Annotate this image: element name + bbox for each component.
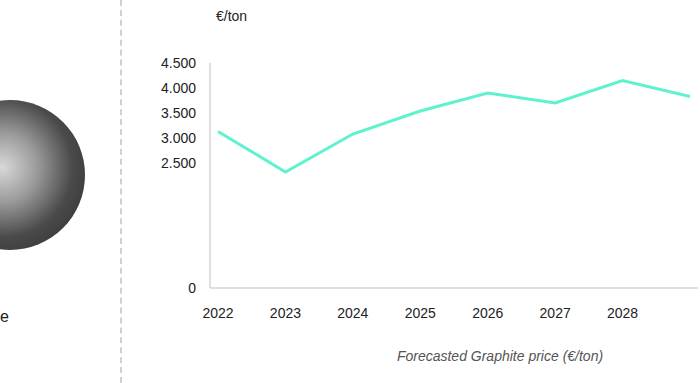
svg-text:4.500: 4.500 bbox=[161, 55, 196, 71]
svg-text:2024: 2024 bbox=[337, 305, 368, 321]
svg-text:2026: 2026 bbox=[472, 305, 503, 321]
svg-text:2.500: 2.500 bbox=[161, 155, 196, 171]
svg-text:2028: 2028 bbox=[607, 305, 638, 321]
html-text:€/ton: €/ton bbox=[216, 8, 248, 24]
svg-text:2022: 2022 bbox=[202, 305, 233, 321]
svg-text:2025: 2025 bbox=[405, 305, 436, 321]
svg-text:0: 0 bbox=[188, 280, 196, 296]
svg-text:2023: 2023 bbox=[270, 305, 301, 321]
svg-text:3.500: 3.500 bbox=[161, 105, 196, 121]
html-text:e: e bbox=[0, 308, 9, 325]
svg-text:2027: 2027 bbox=[540, 305, 571, 321]
svg-text:4.000: 4.000 bbox=[161, 80, 196, 96]
svg-text:3.000: 3.000 bbox=[161, 130, 196, 146]
html-text:Forecasted Graphite price (€/t: Forecasted Graphite price (€/ton) bbox=[396, 348, 604, 364]
